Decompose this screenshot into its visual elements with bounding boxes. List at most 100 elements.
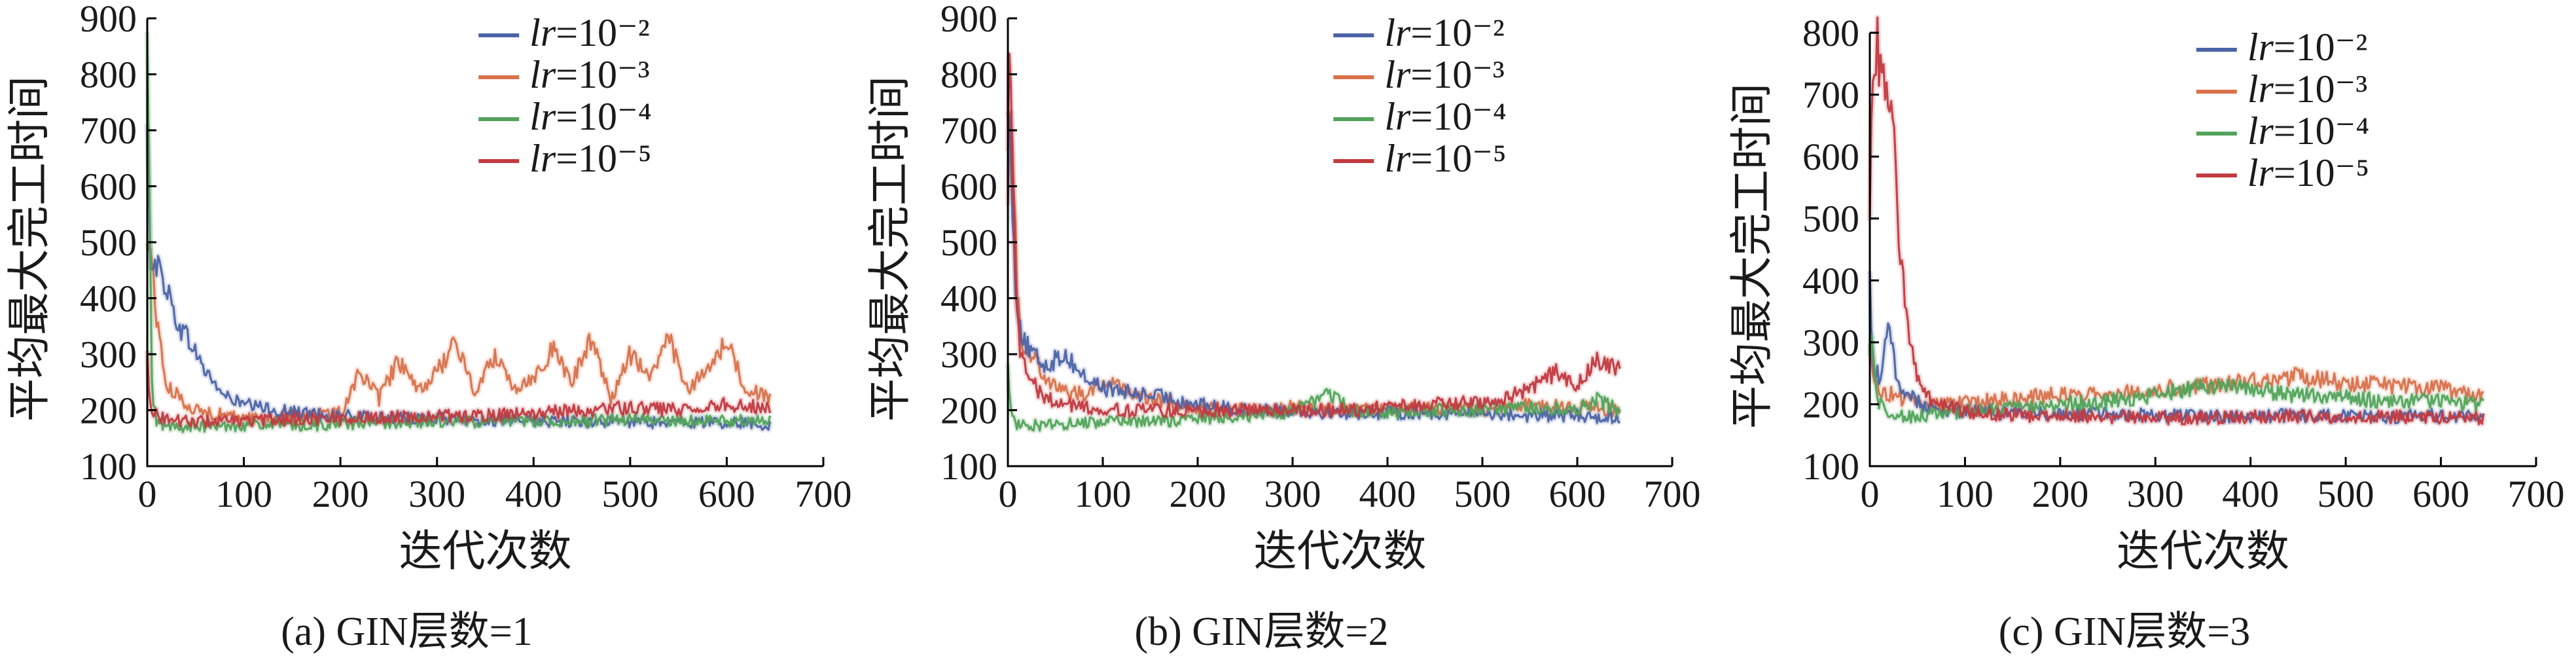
x-tick-label: 100 [1937,473,1994,515]
caption-b: (b) GIN层数=2 [1135,610,1389,654]
series-line [1007,110,1621,424]
series-line [1869,344,2484,411]
legend-label: lr=10⁻⁴ [1384,95,1506,138]
x-tick-label: 700 [795,473,852,515]
chart-panel-b: 0 100 200 300 400 500 600 700100200300400500600… [865,0,1701,654]
y-tick-label: 600 [1802,136,1859,178]
series-band [144,31,773,435]
x-tick-label: 400 [2222,473,2279,515]
x-tick-label: 300 [2127,473,2184,515]
y-tick-label: 800 [1802,12,1859,54]
series-band [1005,50,1623,420]
series-band [1005,109,1622,420]
x-tick-label: 500 [601,473,658,515]
y-tick-label: 700 [80,109,137,152]
x-tick-label: 600 [1549,473,1606,515]
caption-a: (a) GIN层数=1 [281,610,532,654]
y-tick-label: 800 [940,54,997,96]
series-band [144,124,773,433]
ticks-c: 0 100 200 300 400 500 600 700100200300400500600… [1802,12,2565,515]
legend-label: lr=10⁻² [1384,11,1505,54]
x-tick-label: 0 [138,473,157,515]
series-line [1007,111,1621,418]
chart-panel-a: 0 100 200 300 400 500 600 700100200300400500600… [4,0,852,654]
legend-a: lr=10⁻²lr=10⁻³lr=10⁻⁴lr=10⁻⁵ [478,11,652,180]
series-line [146,124,772,431]
x-tick-label: 0 [999,473,1018,515]
y-tick-label: 400 [80,278,137,320]
y-tick-label: 600 [80,166,137,208]
x-tick-label: 700 [2508,473,2565,515]
y-axis-title-c: 平均最大完工时间 [1726,83,1777,429]
y-tick-label: 100 [940,445,997,488]
y-tick-label: 900 [940,0,997,40]
x-tick-label: 300 [408,473,465,515]
y-tick-label: 500 [940,221,997,264]
y-axis-title-b: 平均最大完工时间 [865,76,915,422]
y-tick-label: 600 [940,166,997,208]
y-tick-label: 300 [1802,321,1859,364]
y-tick-label: 300 [80,333,137,376]
series-line [146,350,772,428]
legend-label: lr=10⁻⁵ [1384,137,1506,180]
y-tick-label: 700 [1802,74,1859,117]
x-tick-label: 500 [1454,473,1511,515]
legend-label: lr=10⁻³ [529,53,650,96]
y-tick-label: 100 [1802,445,1859,488]
series-line [146,243,772,425]
x-tick-label: 400 [1359,473,1416,515]
series-band [1867,14,2487,428]
x-tick-label: 200 [312,473,369,515]
y-axis-title-a: 平均最大完工时间 [4,76,54,422]
x-tick-label: 100 [1075,473,1132,515]
legend-c: lr=10⁻²lr=10⁻³lr=10⁻⁴lr=10⁻⁵ [2196,26,2369,194]
x-axis-title-c: 迭代次数 [2117,526,2289,576]
series-lines-c [1867,14,2487,428]
chart-panel-c: 0 100 200 300 400 500 600 700100200300400500600… [1726,12,2565,654]
series-band [144,242,773,427]
y-tick-label: 300 [940,333,997,376]
ticks-b: 0 100 200 300 400 500 600 700100200300400500600… [940,0,1701,515]
x-tick-label: 500 [2317,473,2374,515]
legend-label: lr=10⁻⁵ [529,137,651,180]
legend-label: lr=10⁻² [529,11,650,54]
x-tick-label: 300 [1264,473,1321,515]
x-tick-label: 200 [1170,473,1226,515]
caption-c: (c) GIN层数=3 [1999,610,2250,654]
x-tick-label: 100 [215,473,272,515]
series-line [1869,16,2485,426]
legend-label: lr=10⁻³ [2247,67,2368,111]
y-tick-label: 800 [80,54,137,96]
legend-label: lr=10⁻² [2247,26,2368,69]
x-tick-label: 600 [698,473,755,515]
legend-label: lr=10⁻³ [1384,53,1505,96]
x-tick-label: 0 [1861,473,1880,515]
x-tick-label: 200 [2031,473,2088,515]
y-tick-label: 200 [940,390,997,432]
series-lines-a [144,31,773,435]
series-line [1007,52,1621,418]
x-tick-label: 600 [2412,473,2469,515]
series-line [1007,363,1621,432]
y-tick-label: 100 [80,445,137,488]
ticks-a: 0 100 200 300 400 500 600 700100200300400500600… [80,0,852,515]
y-tick-label: 400 [940,278,997,320]
x-tick-label: 400 [505,473,562,515]
series-line [146,31,772,433]
y-tick-label: 500 [1802,198,1859,240]
x-tick-label: 700 [1644,473,1701,515]
y-tick-label: 500 [80,221,137,264]
series-band [1005,110,1622,426]
x-axis-title-b: 迭代次数 [1254,526,1427,576]
y-tick-label: 700 [940,109,997,152]
y-tick-label: 200 [1802,383,1859,426]
x-axis-title-a: 迭代次数 [399,526,572,576]
y-tick-label: 400 [1802,259,1859,302]
legend-label: lr=10⁻⁴ [2247,109,2369,153]
legend-label: lr=10⁻⁵ [2247,151,2369,194]
legend-b: lr=10⁻²lr=10⁻³lr=10⁻⁴lr=10⁻⁵ [1333,11,1507,180]
series-lines-b [1005,50,1623,434]
legend-label: lr=10⁻⁴ [529,95,651,138]
y-tick-label: 200 [80,390,137,432]
